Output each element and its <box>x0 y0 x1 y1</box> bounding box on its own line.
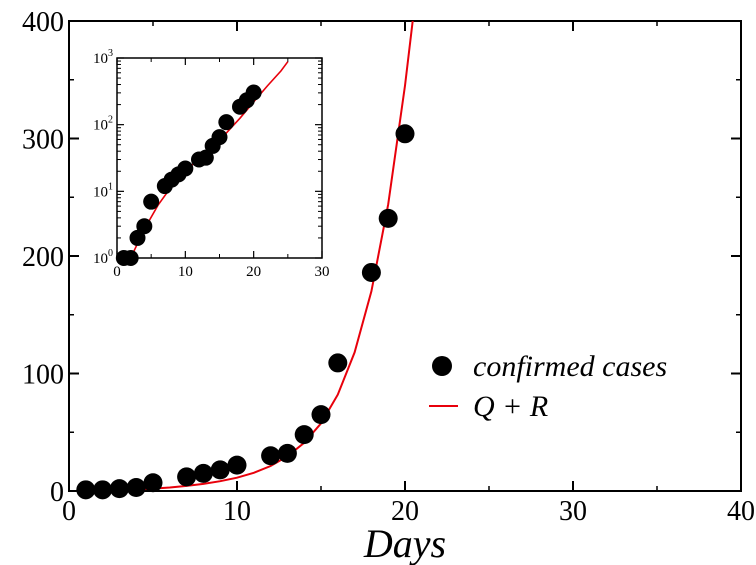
main-confirmed-case-point <box>227 455 247 475</box>
main-confirmed-case-point <box>294 425 314 445</box>
main-confirmed-case-point <box>277 443 297 463</box>
legend-label-confirmed-cases: confirmed cases <box>473 350 667 383</box>
main-confirmed-case-point <box>210 460 230 480</box>
inset-y-tick-base: 10 <box>93 184 108 200</box>
inset-y-tick-label: 103 <box>93 48 113 67</box>
inset-confirmed-case-point <box>136 218 153 235</box>
main-y-tick-label: 200 <box>22 242 64 273</box>
main-confirmed-case-point <box>328 353 348 373</box>
main-confirmed-case-point <box>378 208 398 228</box>
inset-x-tick-label: 20 <box>246 264 261 280</box>
main-confirmed-case-point <box>177 467 197 487</box>
inset-y-tick-label: 101 <box>93 181 113 200</box>
inset-y-tick-exponent: 3 <box>108 48 113 59</box>
inset-y-tick-exponent: 0 <box>108 248 113 259</box>
inset-confirmed-case-point <box>218 114 235 131</box>
inset-x-tick-label: 30 <box>315 264 330 280</box>
main-confirmed-case-point <box>109 479 129 499</box>
main-confirmed-case-point <box>126 477 146 497</box>
inset-confirmed-case-point <box>197 149 214 166</box>
inset-y-tick-label: 100 <box>93 248 113 267</box>
main-confirmed-case-point <box>311 405 331 425</box>
legend-label-q-plus-r: Q + R <box>473 390 548 423</box>
main-confirmed-case-point <box>193 463 213 483</box>
main-x-tick-label: 40 <box>727 496 755 527</box>
legend-marker-confirmed-cases <box>432 356 452 376</box>
inset-y-tick-base: 10 <box>93 118 108 134</box>
main-y-tick-label: 400 <box>22 7 64 38</box>
inset-confirmed-case-point <box>122 250 139 266</box>
main-x-tick-label: 10 <box>223 496 251 527</box>
main-x-axis-label: Days <box>363 521 446 565</box>
main-confirmed-case-point <box>76 480 96 500</box>
main-y-tick-label: 100 <box>22 360 64 391</box>
inset-y-tick-label: 102 <box>93 115 113 134</box>
inset-y-tick-exponent: 2 <box>108 115 113 126</box>
main-y-tick-label: 0 <box>50 477 64 508</box>
inset-confirmed-case-point <box>211 129 228 146</box>
main-x-tick-label: 20 <box>391 496 419 527</box>
inset-confirmed-case-point <box>245 84 262 101</box>
main-x-tick-label: 0 <box>62 496 76 527</box>
inset-confirmed-case-point <box>129 229 146 246</box>
inset-confirmed-case-point <box>177 160 194 177</box>
inset-y-tick-base: 10 <box>93 51 108 67</box>
main-confirmed-case-point <box>93 480 113 500</box>
main-confirmed-case-point <box>361 262 381 282</box>
main-confirmed-case-point <box>143 473 163 493</box>
inset-x-tick-label: 0 <box>113 264 121 280</box>
inset-confirmed-case-point <box>143 193 160 210</box>
main-confirmed-case-point <box>261 446 281 466</box>
inset-x-tick-label: 10 <box>178 264 193 280</box>
inset-y-tick-base: 10 <box>93 251 108 267</box>
main-x-tick-label: 30 <box>559 496 587 527</box>
main-confirmed-case-point <box>395 124 415 144</box>
main-y-tick-label: 300 <box>22 125 64 156</box>
inset-y-tick-exponent: 1 <box>108 181 113 192</box>
